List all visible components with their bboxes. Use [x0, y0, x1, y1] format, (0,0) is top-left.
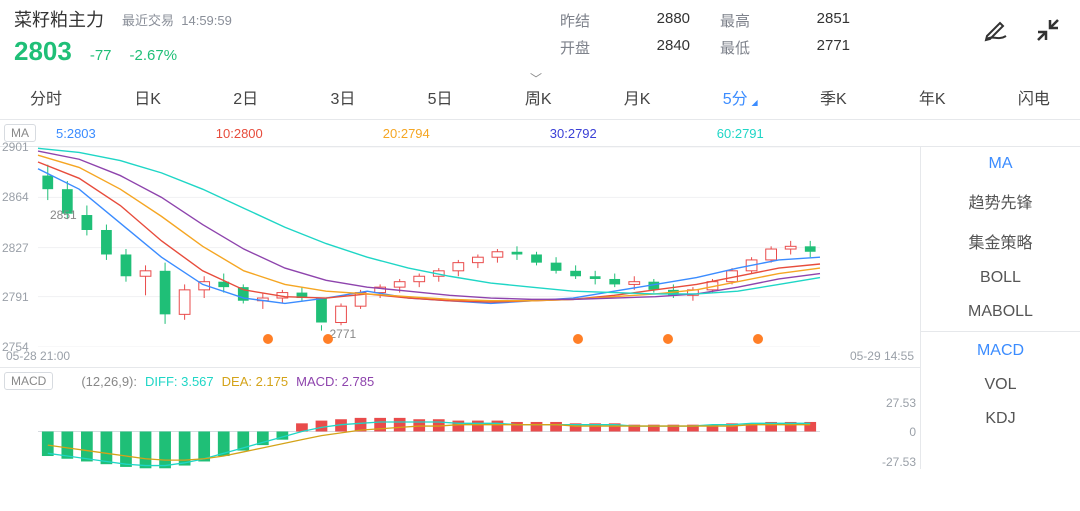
instrument-title: 菜籽粕主力: [14, 6, 104, 32]
macd-legend-item: DEA: 2.175: [222, 374, 289, 389]
indicator-item[interactable]: 趋势先锋: [921, 181, 1080, 221]
edit-icon[interactable]: [984, 18, 1010, 42]
header: 菜籽粕主力 最近交易 14:59:59 2803 -77 -2.67%: [0, 0, 1080, 67]
last-price: 2803: [14, 36, 72, 67]
timeframe-tab[interactable]: 日K: [134, 85, 161, 109]
svg-text:2771: 2771: [329, 327, 356, 341]
open-value: 2840: [620, 37, 690, 58]
indicator-sidebar: MA趋势先锋集金策略BOLLMABOLL MACDVOLKDJ: [920, 147, 1080, 469]
change-abs: -77: [90, 47, 112, 64]
collapse-icon[interactable]: [1036, 18, 1060, 42]
high-label: 最高: [720, 10, 750, 31]
timeframe-tab[interactable]: 3日: [330, 85, 355, 109]
low-label: 最低: [720, 37, 750, 58]
price-chart[interactable]: 28512771 29012864282727912754: [0, 147, 920, 347]
svg-text:2851: 2851: [50, 208, 77, 222]
low-value: 2771: [780, 37, 850, 58]
timeframe-tab[interactable]: 2日: [233, 85, 258, 109]
indicator-item[interactable]: VOL: [921, 368, 1080, 402]
macd-params: (12,26,9):: [81, 374, 137, 389]
y-axis-label: 2864: [2, 190, 846, 204]
y-axis-label: 2791: [2, 290, 846, 304]
indicator-item[interactable]: KDJ: [921, 402, 1080, 436]
ma-legend-item: 30:2792: [550, 126, 597, 141]
last-trade: 最近交易 14:59:59: [122, 10, 232, 29]
timeframe-tab[interactable]: 分时: [30, 85, 62, 109]
timeframe-tab[interactable]: 周K: [525, 85, 552, 109]
ma-legend-item: 60:2791: [717, 126, 764, 141]
macd-y-label: 27.53: [886, 396, 916, 410]
x-end: 05-29 14:55: [850, 349, 914, 363]
timeframe-tab[interactable]: 5日: [428, 85, 453, 109]
timeframe-tab[interactable]: 闪电: [1018, 85, 1050, 109]
macd-chart[interactable]: 27.53 0 -27.53: [0, 394, 920, 469]
macd-label-box[interactable]: MACD: [4, 372, 53, 390]
ma-legend-item: 5:2803: [56, 126, 96, 141]
prev-close-label: 昨结: [560, 10, 590, 31]
timeframe-tab[interactable]: 月K: [624, 85, 651, 109]
indicator-item[interactable]: BOLL: [921, 261, 1080, 295]
timeframe-tab[interactable]: 年K: [919, 85, 946, 109]
macd-legend-item: MACD: 2.785: [296, 374, 374, 389]
indicator-item[interactable]: MABOLL: [921, 295, 1080, 329]
ma-legend-item: 10:2800: [216, 126, 263, 141]
macd-legend-item: DIFF: 3.567: [145, 374, 214, 389]
chart-zone: 28512771 29012864282727912754 05-28 21:0…: [0, 146, 1080, 469]
open-label: 开盘: [560, 37, 590, 58]
y-axis-label: 2901: [2, 140, 846, 154]
indicator-item[interactable]: 集金策略: [921, 221, 1080, 261]
indicator-item[interactable]: MACD: [921, 334, 1080, 368]
macd-y-label: 0: [909, 425, 916, 439]
ma-legend-item: 20:2794: [383, 126, 430, 141]
macd-y-label: -27.53: [882, 455, 916, 469]
change-pct: -2.67%: [130, 47, 178, 64]
indicator-item[interactable]: MA: [921, 147, 1080, 181]
timeframe-tab[interactable]: 5分: [723, 85, 748, 109]
timeframe-tab[interactable]: 季K: [820, 85, 847, 109]
quote-stats: 昨结 2880 最高 2851 开盘 2840 最低 2771: [560, 10, 850, 58]
macd-legend: MACD (12,26,9): DIFF: 3.567 DEA: 2.175 MAC…: [0, 367, 920, 394]
high-value: 2851: [780, 10, 850, 31]
prev-close-value: 2880: [620, 10, 690, 31]
y-axis-label: 2754: [2, 340, 846, 354]
y-axis-label: 2827: [2, 241, 846, 255]
